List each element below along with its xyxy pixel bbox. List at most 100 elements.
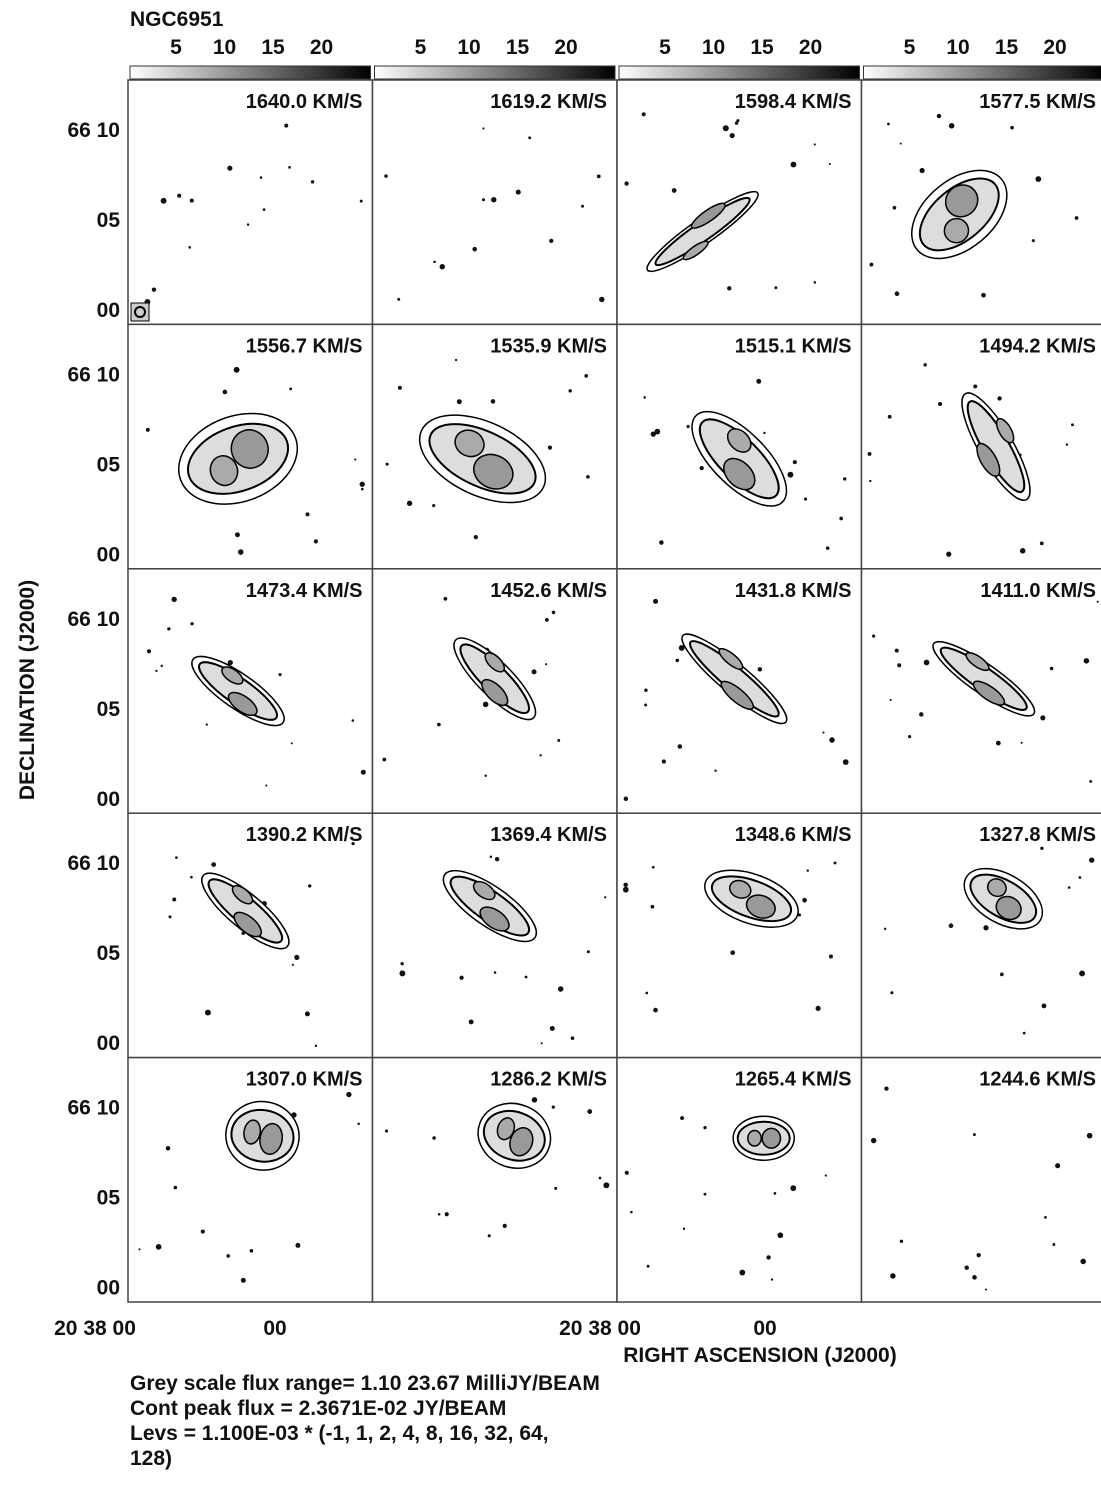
velocity-label: 1577.5 KM/S [979,91,1096,113]
noise-contour [545,663,547,665]
noise-contour [399,970,405,976]
panel-frame [373,80,618,324]
noise-contour [727,286,731,290]
noise-contour [676,659,680,663]
noise-contour [923,363,926,366]
panel-frame [617,1058,862,1302]
noise-contour [653,1008,658,1013]
noise-contour [354,458,356,460]
y-tick-label: 05 [97,942,121,965]
noise-contour [438,1213,441,1216]
noise-contour [250,1249,254,1253]
noise-contour [642,112,646,116]
noise-contour [977,1253,981,1257]
noise-contour [491,197,496,202]
noise-contour [771,1278,773,1280]
noise-contour [920,168,925,173]
noise-contour [997,396,1001,400]
noise-contour [361,488,364,491]
panel: 1265.4 KM/S [617,1058,862,1302]
noise-contour [552,1106,555,1109]
noise-contour [807,869,809,871]
noise-contour [644,704,647,707]
noise-contour [884,928,886,930]
panel: 1556.7 KM/S [128,324,373,568]
colorbar-tick-label: 15 [261,36,285,59]
noise-contour [584,374,588,378]
y-tick-label: 00 [97,543,120,566]
noise-contour [822,732,824,734]
colorbar-tick-label: 10 [457,36,480,59]
noise-contour [834,862,837,865]
noise-contour [147,649,151,653]
noise-contour [397,298,400,301]
velocity-label: 1369.4 KM/S [490,824,607,846]
panel: 1411.0 KM/S [862,569,1101,813]
note: Cont peak flux = 2.3671E-02 JY/BEAM [130,1397,506,1420]
noise-contour [949,923,954,928]
noise-contour [624,181,628,185]
noise-contour [816,1006,821,1011]
y-tick-label: 66 10 [67,852,120,875]
noise-contour [654,429,660,435]
noise-contour [981,293,986,298]
x-tick-label: 20 38 00 [559,1317,641,1340]
noise-contour [532,1097,538,1103]
panel: 1598.4 KM/S [617,80,862,324]
noise-contour [895,291,900,296]
velocity-label: 1286.2 KM/S [490,1069,607,1091]
panel-frame [373,813,618,1057]
noise-contour [774,286,777,289]
panel: 1431.8 KM/S [617,569,862,813]
noise-contour [190,622,193,625]
noise-contour [539,754,541,756]
noise-contour [1066,443,1068,445]
noise-contour [829,954,833,958]
panel: 1286.2 KM/S [373,1058,618,1302]
y-tick-label: 05 [97,209,121,232]
noise-contour [235,532,240,537]
noise-contour [227,166,232,171]
noise-contour [919,712,923,716]
noise-contour [241,1278,246,1283]
noise-contour [482,198,485,201]
noise-contour [188,246,191,249]
noise-contour [474,535,478,539]
panel: 1535.9 KM/S [373,324,618,568]
noise-contour [361,770,366,775]
velocity-label: 1265.4 KM/S [735,1069,852,1091]
noise-contour [278,673,281,676]
noise-contour [263,208,266,211]
panel: 1307.0 KM/S [128,1058,373,1302]
noise-contour [382,758,386,762]
noise-contour [532,669,537,674]
y-tick-label: 00 [97,1032,120,1055]
beam-box [131,303,149,321]
noise-contour [586,475,590,479]
x-tick-label: 20 38 00 [54,1317,136,1340]
noise-contour [167,627,170,630]
colorbar-tick-label: 5 [415,36,427,59]
noise-contour [662,759,666,763]
noise-contour [1075,216,1079,220]
noise-contour [146,428,150,432]
noise-contour [972,1275,977,1280]
noise-contour [503,1224,507,1228]
noise-contour [455,359,457,361]
colorbar-tick-label: 10 [946,36,969,59]
velocity-label: 1640.0 KM/S [246,91,363,113]
noise-contour [1040,847,1043,850]
noise-contour [205,1010,211,1016]
noise-contour [247,223,249,225]
noise-contour [680,1116,684,1120]
noise-contour [138,1248,140,1250]
noise-contour [315,1045,317,1047]
noise-contour [528,136,531,139]
noise-contour [177,194,181,198]
noise-contour [973,1133,976,1136]
panel: 1390.2 KM/S [128,813,373,1057]
noise-contour [1089,780,1092,783]
noise-contour [552,611,556,615]
noise-contour [599,1177,602,1180]
noise-contour [291,742,293,744]
